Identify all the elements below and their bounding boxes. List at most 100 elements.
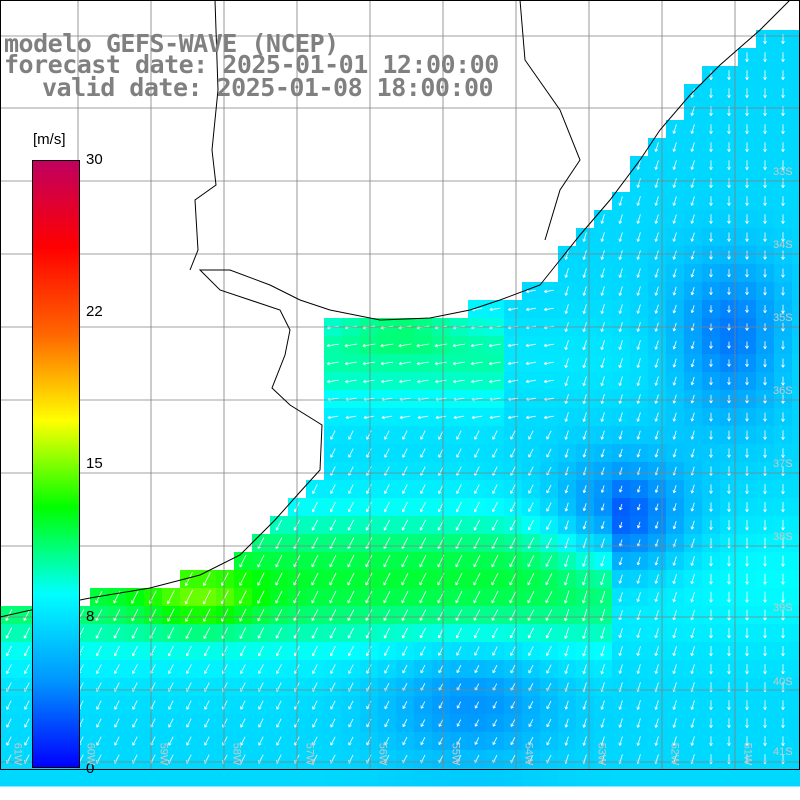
- wind-arrow: [763, 519, 767, 531]
- wind-arrow: [582, 736, 587, 746]
- wind-arrow: [745, 573, 749, 585]
- wind-arrow: [564, 412, 569, 422]
- lat-label-34s: 34S: [773, 239, 793, 251]
- speed-cell: [72, 768, 91, 787]
- lon-label-61w: 61W: [11, 742, 24, 766]
- wind-arrow: [168, 664, 174, 674]
- wind-arrow: [275, 590, 283, 604]
- wind-arrow: [654, 340, 659, 350]
- wind-arrow: [672, 376, 677, 386]
- wind-arrow: [763, 250, 767, 260]
- wind-arrow: [600, 214, 605, 224]
- wind-arrow: [745, 664, 749, 675]
- wind-arrow: [781, 448, 785, 458]
- wind-arrow: [402, 430, 408, 440]
- speed-cell: [792, 84, 800, 103]
- wind-arrow: [329, 501, 336, 513]
- wind-arrow: [709, 232, 713, 242]
- wind-arrow: [672, 627, 677, 639]
- wind-arrow: [5, 645, 12, 657]
- wind-arrow: [204, 700, 210, 710]
- wind-arrow: [672, 412, 677, 422]
- wind-arrow: [168, 736, 174, 746]
- wind-arrow: [23, 627, 31, 639]
- wind-arrow: [239, 645, 246, 657]
- wind-arrow: [383, 627, 390, 639]
- wind-arrow: [384, 448, 390, 458]
- wind-arrow: [690, 214, 695, 224]
- speed-cell: [792, 246, 800, 265]
- wind-arrow: [763, 341, 767, 350]
- speed-cell: [720, 768, 739, 787]
- wind-arrow: [348, 448, 354, 458]
- wind-arrow: [672, 142, 677, 152]
- wind-arrow: [527, 609, 535, 621]
- wind-arrow: [545, 555, 553, 567]
- wind-arrow: [690, 664, 695, 674]
- lat-label-36s: 36S: [773, 385, 793, 397]
- wind-arrow: [6, 700, 12, 710]
- speed-cell: [792, 570, 800, 589]
- wind-arrow: [452, 361, 465, 366]
- wind-arrow: [636, 609, 641, 621]
- wind-arrow: [434, 343, 448, 348]
- wind-arrow: [763, 412, 767, 422]
- wind-arrow: [510, 430, 516, 440]
- wind-arrow: [348, 430, 354, 440]
- speed-cell: [792, 390, 800, 409]
- wind-arrow: [745, 287, 749, 295]
- speed-cell: [792, 120, 800, 139]
- wind-arrow: [618, 286, 623, 296]
- wind-arrow: [654, 412, 659, 422]
- wind-arrow: [6, 718, 12, 728]
- wind-arrow: [416, 343, 430, 348]
- wind-arrow: [204, 736, 210, 746]
- lat-label-33s: 33S: [773, 166, 793, 178]
- wind-arrow: [24, 736, 30, 746]
- wind-arrow: [510, 737, 516, 746]
- lon-label-58w: 58W: [230, 742, 243, 766]
- wind-arrows: [5, 34, 785, 764]
- wind-arrow: [763, 196, 767, 206]
- wind-arrow: [636, 736, 641, 746]
- wind-arrow: [311, 501, 318, 513]
- wind-arrow: [600, 376, 605, 387]
- wind-arrow: [600, 503, 605, 511]
- wind-arrow: [781, 430, 785, 440]
- speed-cell: [612, 768, 631, 787]
- wind-arrow: [781, 412, 785, 422]
- wind-arrow: [417, 379, 429, 384]
- wind-arrow: [745, 359, 749, 367]
- speed-cell: [792, 192, 800, 211]
- wind-arrow: [727, 395, 731, 404]
- model-title: modelo GEFS-WAVE (NCEP): [4, 29, 339, 58]
- wind-arrow: [527, 572, 535, 586]
- wind-arrow: [618, 250, 623, 260]
- wind-arrow: [636, 340, 641, 350]
- wind-arrow: [384, 718, 390, 728]
- wind-arrow: [473, 572, 481, 586]
- wind-arrow: [402, 664, 408, 674]
- wind-arrow: [365, 627, 372, 639]
- wind-arrow: [434, 361, 448, 366]
- wind-arrow: [727, 142, 731, 152]
- wind-arrow: [311, 519, 319, 531]
- wind-arrow: [311, 590, 319, 604]
- wind-arrow: [543, 415, 554, 420]
- speed-cell: [504, 768, 523, 787]
- wind-arrow: [492, 448, 498, 458]
- speed-cell: [792, 606, 800, 625]
- wind-arrow: [618, 394, 623, 404]
- wind-arrow: [347, 519, 355, 531]
- wind-arrow: [546, 664, 552, 674]
- wind-arrow: [745, 305, 749, 313]
- wind-arrow: [672, 664, 677, 674]
- wind-arrow: [690, 376, 695, 386]
- wind-arrow: [654, 627, 659, 639]
- wind-arrow: [672, 394, 677, 404]
- wind-arrow: [709, 394, 713, 404]
- wind-arrow: [204, 718, 210, 728]
- speed-cell: [792, 264, 800, 283]
- wind-arrow: [275, 572, 283, 586]
